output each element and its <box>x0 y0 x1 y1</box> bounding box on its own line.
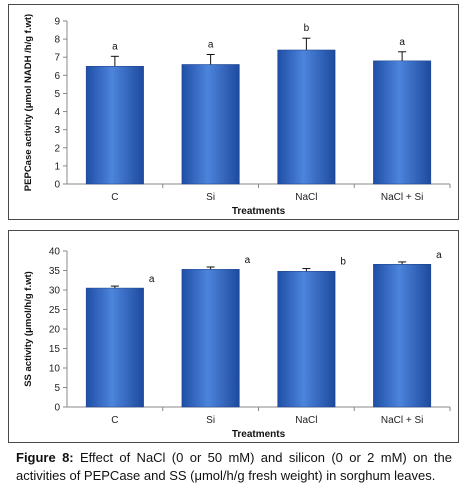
pepcase-bar <box>373 60 432 185</box>
pepcase-y-tick-label: 4 <box>54 107 60 118</box>
pepcase-significance-letter: b <box>304 23 310 34</box>
ss-y-tick-label: 40 <box>49 247 61 258</box>
ss-bar <box>181 269 240 408</box>
ss-significance-letter: b <box>340 257 346 268</box>
pepcase-y-tick-label: 6 <box>54 71 60 82</box>
pepcase-y-tick-label: 1 <box>54 161 60 172</box>
figure-caption: Figure 8: Effect of NaCl (0 or 50 mM) an… <box>16 449 452 485</box>
pepcase-x-tick-label: C <box>111 192 118 203</box>
ss-x-tick-label: Si <box>206 415 215 426</box>
pepcase-y-tick-label: 3 <box>54 125 60 136</box>
pepcase-x-tick-label: NaCl <box>295 192 317 203</box>
pepcase-x-axis-label: Treatments <box>232 206 286 217</box>
pepcase-bar-chart: 0 1 2 3 4 5 6 7 8 9 a Ca Si b NaCl a NaCl + Si Treatments… <box>23 14 451 217</box>
ss-y-axis-label: SS activity (μmol/h/g f.wt) <box>23 271 34 387</box>
pepcase-y-tick-label: 2 <box>54 143 60 154</box>
ss-significance-letter: a <box>245 255 251 266</box>
pepcase-y-tick-label: 0 <box>54 180 60 191</box>
pepcase-y-tick-label: 7 <box>54 53 60 64</box>
ss-y-tick-label: 20 <box>49 325 61 336</box>
ss-x-tick-label: C <box>111 415 118 426</box>
ss-y-tick-label: 5 <box>54 383 60 394</box>
pepcase-significance-letter: a <box>112 41 118 52</box>
pepcase-y-axis-label: PEPCase activity (μmol NADH /h/g f.wt) <box>23 14 34 191</box>
ss-bar <box>373 264 432 408</box>
ss-significance-letter: a <box>436 250 442 261</box>
ss-y-tick-label: 15 <box>49 344 61 355</box>
ss-x-tick-label: NaCl + Si <box>381 415 424 426</box>
pepcase-bar <box>181 64 240 185</box>
caption-label: Figure 8: <box>16 450 74 465</box>
ss-y-tick-label: 25 <box>49 305 61 316</box>
ss-bar <box>277 271 336 408</box>
ss-y-tick-label: 35 <box>49 266 61 277</box>
pepcase-significance-letter: a <box>208 40 214 51</box>
ss-bar <box>85 287 144 408</box>
ss-y-tick-label: 0 <box>54 403 60 414</box>
pepcase-y-tick-label: 5 <box>54 89 60 100</box>
ss-significance-letter: a <box>149 274 155 285</box>
pepcase-bar <box>85 66 144 185</box>
pepcase-y-tick-label: 8 <box>54 35 60 46</box>
ss-x-axis-label: Treatments <box>232 429 286 440</box>
ss-y-tick-label: 10 <box>49 364 61 375</box>
pepcase-bar <box>277 49 336 185</box>
ss-y-tick-label: 30 <box>49 286 61 297</box>
caption-text: Effect of NaCl (0 or 50 mM) and silicon … <box>16 450 452 483</box>
pepcase-x-tick-label: Si <box>206 192 215 203</box>
pepcase-significance-letter: a <box>399 37 405 48</box>
pepcase-x-tick-label: NaCl + Si <box>381 192 424 203</box>
ss-x-tick-label: NaCl <box>295 415 317 426</box>
ss-bar-chart: 0 5 10 15 20 25 30 35 40 a Ca Si b NaCl a NaCl + Si Trea… <box>23 247 451 440</box>
pepcase-y-tick-label: 9 <box>54 17 60 28</box>
